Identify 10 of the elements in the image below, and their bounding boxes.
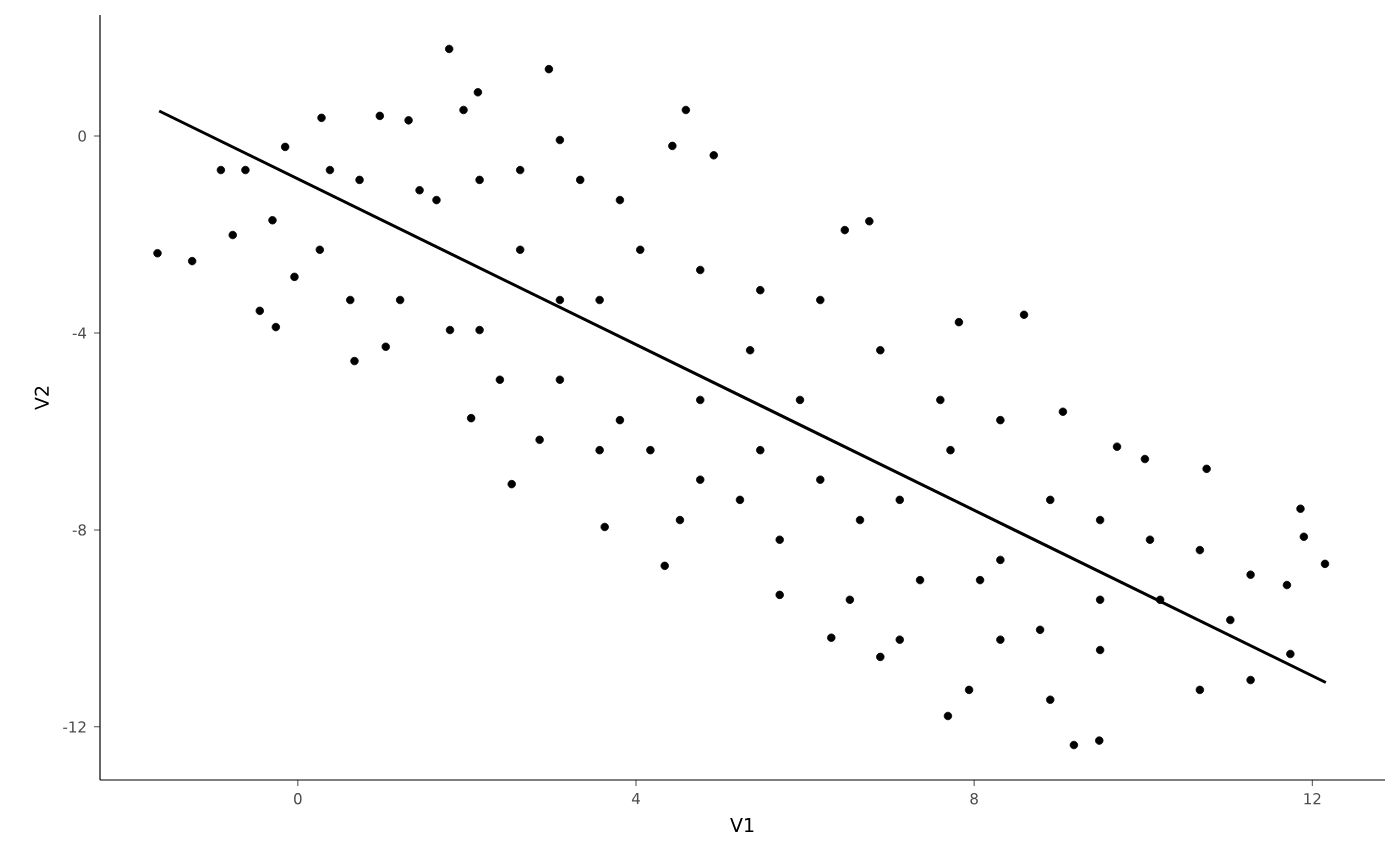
- y-axis-title: V2: [34, 386, 49, 410]
- x-axis-title: V1: [730, 818, 754, 832]
- x-tick-label: 4: [631, 793, 640, 804]
- x-tick-label: 12: [1304, 793, 1321, 805]
- x-tick-label: 8: [970, 793, 978, 805]
- x-tick-label: 0: [294, 793, 302, 805]
- y-tick-label: -4: [72, 327, 87, 339]
- y-tick-label: 0: [78, 130, 86, 142]
- y-tick-label: -12: [63, 721, 86, 733]
- y-tick-label: -8: [72, 524, 86, 536]
